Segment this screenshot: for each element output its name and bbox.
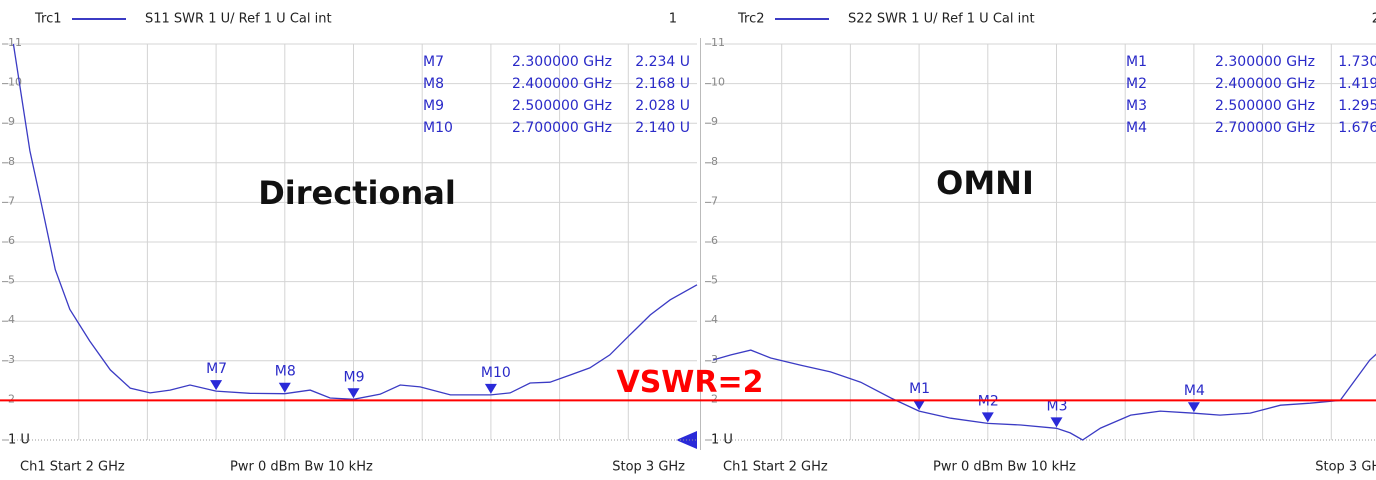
window-number: 2 [1372, 12, 1376, 27]
y-tick-label: 3 [8, 353, 15, 366]
marker-table-freq: 2.500000 GHz [1215, 98, 1315, 114]
marker-label: M2 [978, 393, 999, 409]
footer-stop: Stop 3 GHz [612, 460, 685, 475]
y-tick-label: 5 [8, 274, 15, 287]
y-tick-label: 9 [711, 115, 718, 128]
trace-name: Trc1 [34, 12, 62, 27]
footer-start: Ch1 Start 2 GHz [723, 460, 828, 475]
footer-power: Pwr 0 dBm Bw 10 kHz [230, 460, 373, 475]
marker-table-value: 2.028 U [635, 98, 690, 114]
annotation: Directional [258, 174, 456, 212]
marker-table-name: M9 [423, 98, 444, 114]
marker-table-name: M10 [423, 120, 453, 136]
marker-table-freq: 2.300000 GHz [1215, 54, 1315, 70]
trace-settings: S22 SWR 1 U/ Ref 1 U Cal int [848, 12, 1035, 27]
trace-settings: S11 SWR 1 U/ Ref 1 U Cal int [145, 12, 332, 27]
y-tick-label: 11 [8, 36, 22, 49]
marker-table-freq: 2.700000 GHz [512, 120, 612, 136]
trace-name: Trc2 [737, 12, 765, 27]
trace [712, 349, 1376, 441]
y-tick-label: 11 [711, 36, 725, 49]
marker [210, 380, 223, 391]
marker [484, 383, 497, 394]
y-tick-label: 7 [711, 194, 718, 207]
marker [981, 412, 994, 423]
trace [12, 43, 698, 400]
y-tick-label: 4 [8, 313, 15, 326]
marker [347, 388, 360, 399]
marker [1050, 417, 1063, 428]
marker-label: M4 [1184, 383, 1205, 399]
reference-label: VSWR=2 [616, 365, 763, 400]
marker-table-name: M4 [1126, 120, 1147, 136]
annotation: OMNI [936, 164, 1034, 202]
marker-table-freq: 2.400000 GHz [512, 76, 612, 92]
marker-label: M3 [1047, 398, 1068, 414]
marker-label: M1 [909, 381, 930, 397]
y-tick-label: 7 [8, 194, 15, 207]
marker-table-freq: 2.500000 GHz [512, 98, 612, 114]
footer-power: Pwr 0 dBm Bw 10 kHz [933, 460, 1076, 475]
y-tick-label: 4 [711, 313, 718, 326]
marker-table-name: M3 [1126, 98, 1147, 114]
marker-table-freq: 2.700000 GHz [1215, 120, 1315, 136]
marker-table-value: 1.419 U [1338, 76, 1376, 92]
marker-table-freq: 2.400000 GHz [1215, 76, 1315, 92]
y-tick-label: 8 [711, 155, 718, 168]
y-tick-label: 8 [8, 155, 15, 168]
marker [1187, 402, 1200, 413]
marker-table-value: 1.676 U [1338, 120, 1376, 136]
marker-table-value: 1.730 U [1338, 54, 1376, 70]
marker-table-name: M2 [1126, 76, 1147, 92]
marker-table-value: 2.168 U [635, 76, 690, 92]
y-tick-label: 6 [8, 234, 15, 247]
marker-table-name: M7 [423, 54, 444, 70]
marker-label: M8 [275, 364, 296, 380]
marker-label: M10 [481, 365, 511, 381]
marker-label: M7 [206, 361, 227, 377]
y-tick-label: 1 U [711, 433, 733, 448]
marker-table-value: 2.234 U [635, 54, 690, 70]
marker-table-value: 2.140 U [635, 120, 690, 136]
y-tick-label: 6 [711, 234, 718, 247]
y-tick-label: 1 U [8, 433, 30, 448]
y-tick-label: 5 [711, 274, 718, 287]
y-tick-label: 9 [8, 115, 15, 128]
window-number: 1 [669, 12, 677, 27]
marker-table-value: 1.295 U [1338, 98, 1376, 114]
footer-start: Ch1 Start 2 GHz [20, 460, 125, 475]
y-tick-label: 10 [711, 76, 725, 89]
marker-label: M9 [344, 369, 365, 385]
marker-table-name: M8 [423, 76, 444, 92]
y-tick-label: 2 [711, 392, 718, 405]
marker [913, 400, 926, 411]
marker-table-freq: 2.300000 GHz [512, 54, 612, 70]
marker [278, 382, 291, 393]
y-tick-label: 2 [8, 392, 15, 405]
footer-stop: Stop 3 GHz [1315, 460, 1376, 475]
marker-table-name: M1 [1126, 54, 1147, 70]
